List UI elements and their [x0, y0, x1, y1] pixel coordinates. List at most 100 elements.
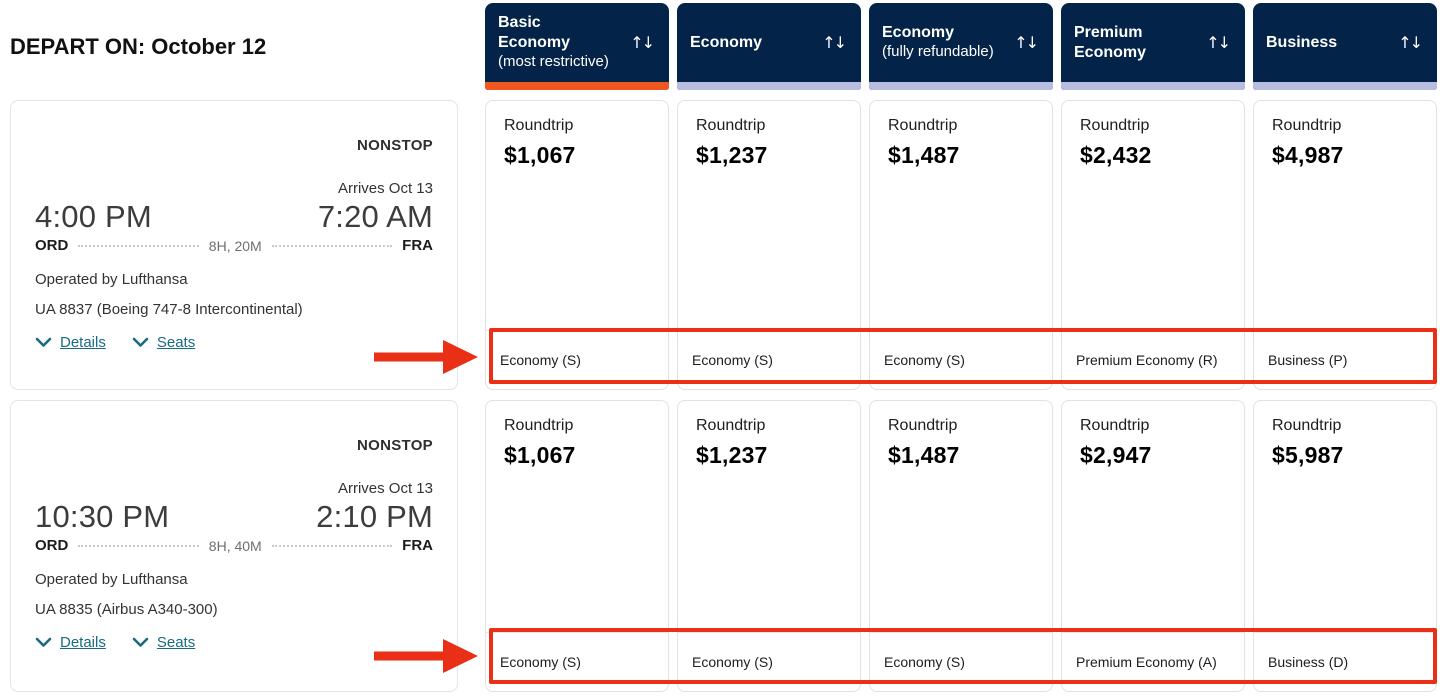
fare-column-header-economy[interactable]: Economy ↑↓	[677, 3, 861, 90]
trip-type-label: Roundtrip	[1080, 417, 1150, 434]
flight-card: NONSTOP Arrives Oct 13 10:30 PM 2:10 PM …	[10, 400, 458, 692]
origin-code: ORD	[35, 537, 69, 554]
arrive-time: 7:20 AM	[317, 199, 433, 234]
fare-column-header-business[interactable]: Business ↑↓	[1253, 3, 1437, 90]
flight-duration: 8H, 20M	[208, 237, 262, 254]
sort-icon: ↑↓	[630, 32, 655, 52]
flight-card-cell: NONSTOP Arrives Oct 13 4:00 PM 7:20 AM O…	[10, 100, 477, 390]
depart-heading-cell: DEPART ON: October 12	[10, 3, 477, 90]
trip-type-label: Roundtrip	[696, 417, 766, 434]
column-subtitle: (fully refundable)	[882, 43, 994, 61]
fare-price: $2,947	[1080, 442, 1152, 468]
column-indicator	[677, 82, 861, 90]
selected-column-indicator	[485, 82, 669, 90]
route-dotted-line	[271, 544, 393, 547]
chevron-down-icon	[132, 637, 149, 648]
trip-type-label: Roundtrip	[504, 117, 574, 134]
stops-label: NONSTOP	[356, 437, 433, 454]
depart-label: DEPART ON:	[10, 33, 146, 59]
fare-price: $1,067	[504, 142, 576, 168]
fare-class: Economy (S)	[870, 632, 1052, 691]
fare-cell-business[interactable]: Roundtrip $5,987 Business (D)	[1253, 400, 1437, 692]
fare-column-header-premium-economy[interactable]: Premium Economy ↑↓	[1061, 3, 1245, 90]
fare-column-header-basic-economy[interactable]: Basic Economy (most restrictive) ↑↓	[485, 3, 669, 90]
trip-type-label: Roundtrip	[696, 117, 766, 134]
fare-cell-economy[interactable]: Roundtrip $1,237 Economy (S)	[677, 400, 861, 692]
column-title: Business	[1266, 33, 1338, 51]
column-title: Economy	[882, 24, 955, 42]
seats-link[interactable]: Seats	[132, 634, 195, 651]
route-dotted-line	[78, 244, 199, 247]
fare-price: $1,487	[888, 442, 960, 468]
route-dotted-line	[78, 544, 199, 547]
chevron-down-icon	[132, 337, 149, 348]
fare-cell-economy[interactable]: Roundtrip $1,237 Economy (S)	[677, 100, 861, 390]
seats-link-label: Seats	[156, 634, 196, 651]
fare-cell-premium-economy[interactable]: Roundtrip $2,947 Premium Economy (A)	[1061, 400, 1245, 692]
fare-class: Business (P)	[1254, 330, 1436, 389]
operated-by: Operated by Lufthansa	[35, 571, 188, 588]
details-link[interactable]: Details	[35, 634, 106, 651]
flight-number-equipment: UA 8837 (Boeing 747-8 Intercontinental)	[35, 301, 303, 318]
trip-type-label: Roundtrip	[888, 417, 958, 434]
depart-date: October 12	[151, 33, 267, 59]
trip-type-label: Roundtrip	[1272, 417, 1342, 434]
fare-class: Economy (S)	[486, 330, 668, 389]
chevron-down-icon	[35, 637, 52, 648]
flight-duration: 8H, 40M	[208, 537, 262, 554]
arrival-note: Arrives Oct 13	[337, 480, 433, 497]
fare-class: Economy (S)	[678, 632, 860, 691]
fare-price: $2,432	[1080, 142, 1152, 168]
fare-price: $5,987	[1272, 442, 1344, 468]
depart-time: 4:00 PM	[35, 199, 152, 234]
seats-link[interactable]: Seats	[132, 334, 195, 351]
column-indicator	[1061, 82, 1245, 90]
sort-icon: ↑↓	[822, 32, 847, 52]
chevron-down-icon	[35, 337, 52, 348]
sort-icon: ↑↓	[1398, 32, 1423, 52]
sort-icon: ↑↓	[1206, 32, 1231, 52]
arrive-time: 2:10 PM	[316, 499, 433, 534]
stops-label: NONSTOP	[356, 137, 433, 154]
trip-type-label: Roundtrip	[888, 117, 958, 134]
fare-cell-business[interactable]: Roundtrip $4,987 Business (P)	[1253, 100, 1437, 390]
fare-column-header-economy-refundable[interactable]: Economy (fully refundable) ↑↓	[869, 3, 1053, 90]
details-link-label: Details	[60, 334, 106, 351]
fare-class: Economy (S)	[678, 330, 860, 389]
fare-price: $1,487	[888, 142, 960, 168]
column-subtitle: (most restrictive)	[498, 53, 609, 71]
fare-cell-premium-economy[interactable]: Roundtrip $2,432 Premium Economy (R)	[1061, 100, 1245, 390]
fare-class: Economy (S)	[870, 330, 1052, 389]
flight-card-cell: NONSTOP Arrives Oct 13 10:30 PM 2:10 PM …	[10, 400, 477, 692]
arrival-note: Arrives Oct 13	[337, 180, 433, 197]
fare-cell-basic-economy[interactable]: Roundtrip $1,067 Economy (S)	[485, 100, 669, 390]
destination-code: FRA	[402, 537, 433, 554]
column-title: Premium Economy	[1074, 23, 1147, 61]
details-link-label: Details	[60, 634, 106, 651]
fare-cell-economy-refundable[interactable]: Roundtrip $1,487 Economy (S)	[869, 100, 1053, 390]
trip-type-label: Roundtrip	[1080, 117, 1150, 134]
sort-icon: ↑↓	[1014, 32, 1039, 52]
details-link[interactable]: Details	[35, 334, 106, 351]
trip-type-label: Roundtrip	[1272, 117, 1342, 134]
column-title: Economy	[690, 33, 763, 51]
trip-type-label: Roundtrip	[504, 417, 574, 434]
column-title: Basic Economy	[498, 14, 571, 52]
origin-code: ORD	[35, 237, 69, 254]
fare-cell-basic-economy[interactable]: Roundtrip $1,067 Economy (S)	[485, 400, 669, 692]
operated-by: Operated by Lufthansa	[35, 271, 188, 288]
fare-price: $1,237	[696, 142, 768, 168]
depart-time: 10:30 PM	[35, 499, 170, 534]
fare-price: $4,987	[1272, 142, 1344, 168]
route-dotted-line	[271, 244, 393, 247]
fare-class: Premium Economy (R)	[1062, 330, 1244, 389]
flight-number-equipment: UA 8835 (Airbus A340-300)	[35, 601, 218, 618]
column-indicator	[869, 82, 1053, 90]
flight-card: NONSTOP Arrives Oct 13 4:00 PM 7:20 AM O…	[10, 100, 458, 390]
fare-price: $1,237	[696, 442, 768, 468]
column-indicator	[1253, 82, 1437, 90]
fare-price: $1,067	[504, 442, 576, 468]
fare-class: Premium Economy (A)	[1062, 632, 1244, 691]
fare-cell-economy-refundable[interactable]: Roundtrip $1,487 Economy (S)	[869, 400, 1053, 692]
